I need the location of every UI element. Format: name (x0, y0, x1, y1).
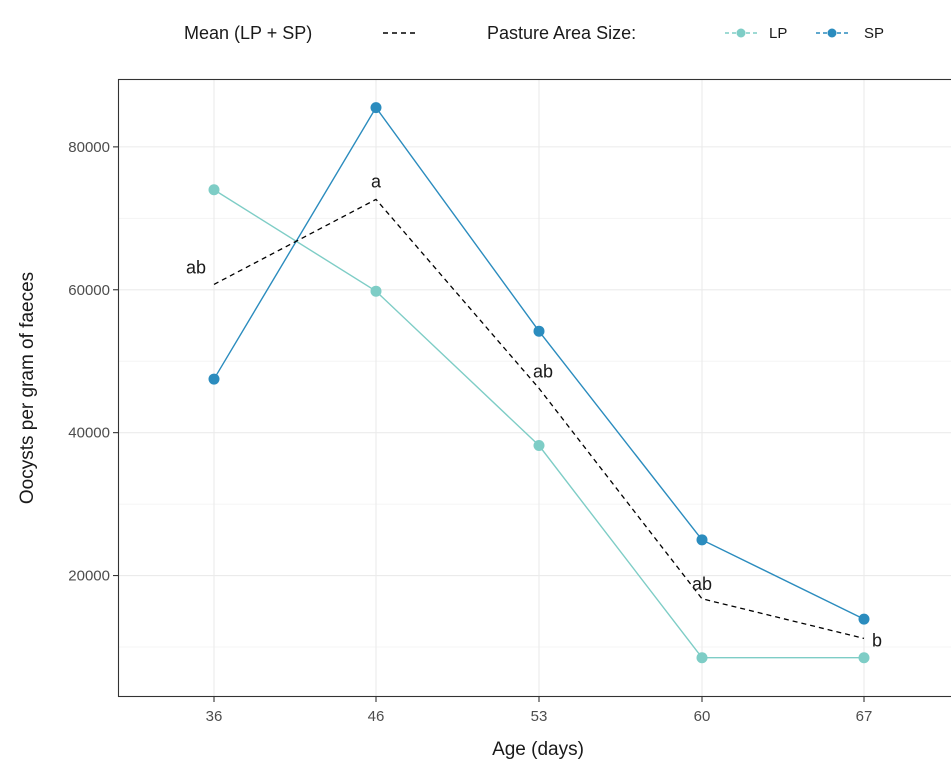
y-tick-label: 60000 (68, 282, 110, 299)
significance-label: b (872, 630, 882, 650)
significance-label: ab (186, 257, 206, 277)
y-tick-label: 40000 (68, 425, 110, 442)
data-point-lp (370, 285, 382, 297)
legend-mean-label: Mean (LP + SP) (184, 23, 312, 43)
legend-sp-label: SP (864, 25, 884, 42)
legend-lp-key-point (736, 28, 746, 38)
x-tick-label: 36 (206, 708, 223, 725)
data-point-sp (533, 325, 545, 337)
y-axis-title: Oocysts per gram of faeces (17, 272, 38, 504)
x-axis: 36 46 53 60 67 (206, 697, 873, 725)
legend: Mean (LP + SP) Pasture Area Size: LP SP (184, 23, 884, 43)
data-point-lp (696, 652, 708, 664)
panel-background (118, 79, 951, 697)
y-tick-label: 80000 (68, 139, 110, 156)
significance-label: a (371, 171, 382, 191)
y-axis: 20000 40000 60000 80000 (68, 139, 118, 585)
x-tick-label: 67 (856, 708, 873, 725)
y-tick-label: 20000 (68, 568, 110, 585)
series-line-mean-lp-sp (213, 198, 865, 640)
x-axis-title: Age (days) (492, 739, 584, 760)
data-point-lp (858, 652, 870, 664)
x-tick-label: 60 (694, 708, 711, 725)
legend-sp-key-point (827, 28, 837, 38)
data-point-sp (208, 373, 220, 385)
significance-label: ab (533, 361, 553, 381)
significance-label: ab (692, 574, 712, 594)
data-point-lp (533, 440, 545, 452)
grid-minor (118, 217, 951, 648)
data-point-lp (208, 184, 220, 196)
data-point-sp (370, 102, 382, 114)
annotation-layer: ab a ab ab b (186, 171, 882, 650)
legend-lp-label: LP (769, 25, 787, 42)
x-tick-label: 46 (368, 708, 385, 725)
x-tick-label: 53 (531, 708, 548, 725)
series-layer (208, 102, 870, 664)
data-point-sp (696, 534, 708, 546)
grid-major (118, 79, 951, 697)
legend-group-title: Pasture Area Size: (487, 23, 636, 43)
plot-panel: ab a ab ab b (117, 78, 951, 698)
data-point-sp (858, 613, 870, 625)
panel-border (117, 78, 951, 698)
